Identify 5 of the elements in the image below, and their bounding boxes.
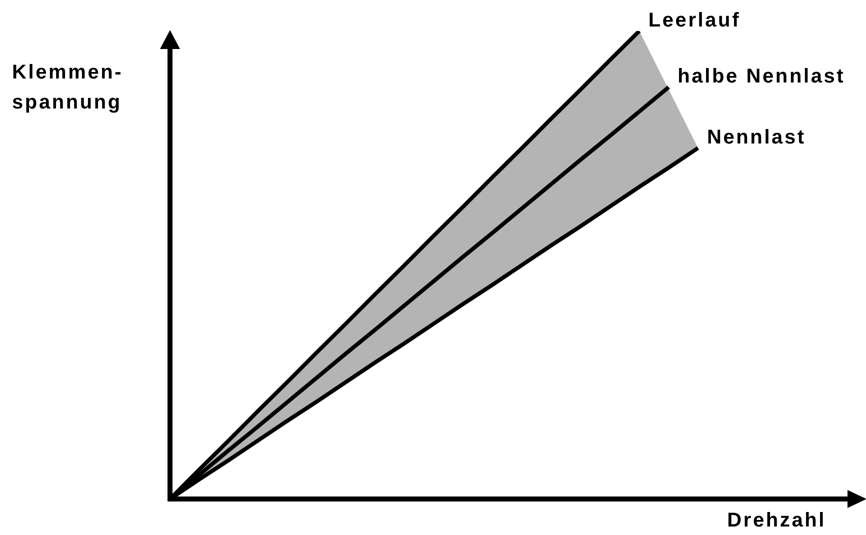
series-label: Nennlast [707,126,806,149]
series-label: halbe Nennlast [678,66,846,88]
series-label: Leerlauf [648,10,741,32]
x-axis-title: Drehzahl [727,510,826,532]
y-axis-title: Klemmen- spannung [12,62,124,114]
